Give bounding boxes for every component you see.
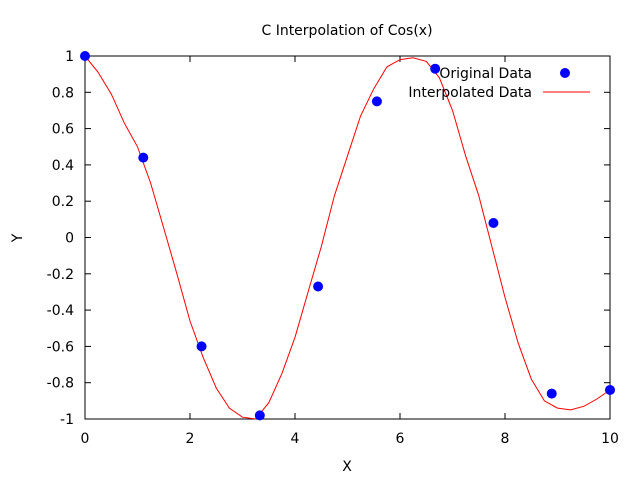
y-tick-label: 0.2 <box>52 194 74 210</box>
y-tick-label: -0.2 <box>47 267 74 283</box>
series-line-interpolated <box>84 55 611 420</box>
data-point-original <box>371 96 382 107</box>
x-axis: 0 2 4 6 8 10 <box>81 56 619 447</box>
data-point-original <box>605 384 615 395</box>
x-tick-label: 2 <box>186 431 195 447</box>
legend-marker-original <box>560 68 570 78</box>
y-tick-label: 0.6 <box>52 122 74 138</box>
data-point-original <box>488 217 499 228</box>
legend-label-original: Original Data <box>439 66 532 82</box>
y-tick-label: 0.8 <box>52 85 74 101</box>
y-axis: -1 -0.8 -0.6 -0.4 -0.2 0 0.2 0.4 0.6 0.8 1 <box>47 49 610 428</box>
y-tick-label: -0.8 <box>47 376 74 392</box>
plot-area <box>80 51 615 421</box>
data-point-original <box>196 341 207 352</box>
x-tick-label: 10 <box>601 431 619 447</box>
chart-title: C Interpolation of Cos(x) <box>261 23 432 39</box>
x-tick-label: 4 <box>291 431 300 447</box>
data-point-original <box>80 51 90 61</box>
y-tick-label: -0.6 <box>47 339 74 355</box>
y-tick-label: -1 <box>60 412 74 428</box>
y-tick-label: 0 <box>65 231 74 247</box>
data-point-original <box>254 410 265 421</box>
plot-frame <box>84 55 611 420</box>
x-axis-label: X <box>342 459 352 475</box>
legend-label-interpolated: Interpolated Data <box>408 85 532 101</box>
y-axis-label: Y <box>10 233 26 243</box>
data-point-original <box>546 388 557 399</box>
y-tick-label: 0.4 <box>52 158 74 174</box>
data-point-original <box>313 281 324 292</box>
data-point-original <box>138 152 149 163</box>
data-point-original <box>430 63 441 74</box>
y-tick-label: -0.4 <box>47 303 74 319</box>
x-tick-label: 8 <box>501 431 510 447</box>
y-tick-label: 1 <box>65 49 74 65</box>
x-tick-label: 0 <box>81 431 90 447</box>
legend: Original Data Interpolated Data <box>408 66 590 101</box>
x-tick-label: 6 <box>396 431 405 447</box>
